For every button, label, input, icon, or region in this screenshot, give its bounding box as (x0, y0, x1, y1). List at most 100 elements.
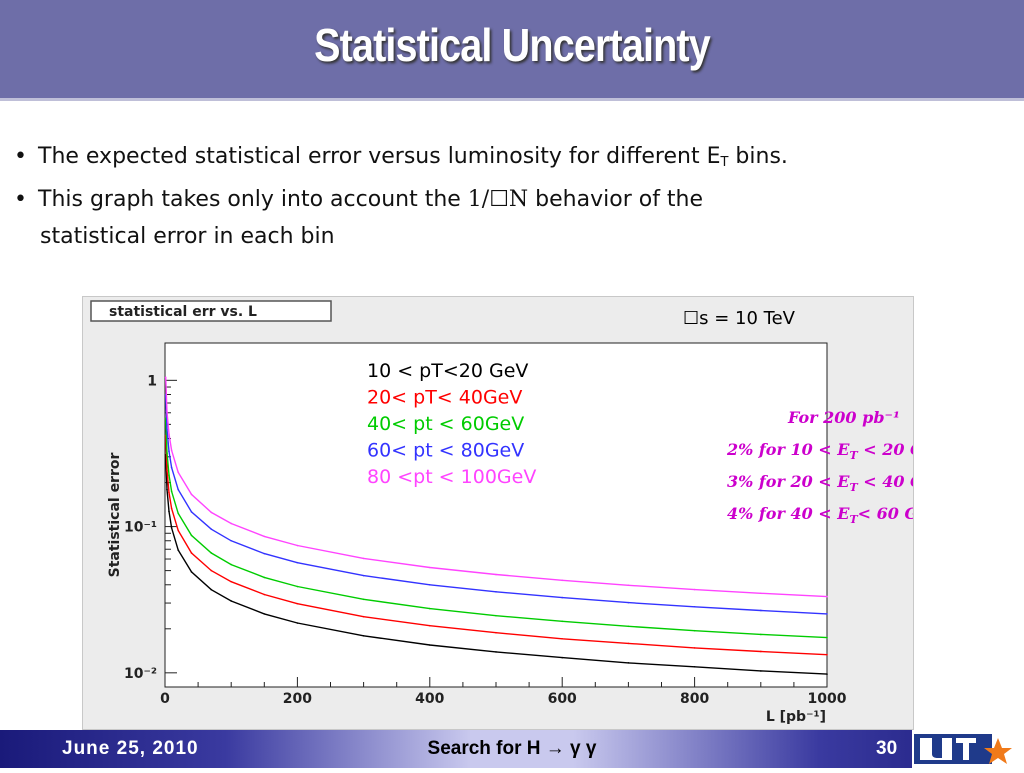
series-point (760, 609, 762, 612)
annotation-line-2-sub: T (849, 449, 858, 462)
series-point (177, 471, 180, 474)
bullet-2-text: This graph takes only into account the (38, 187, 468, 212)
series-point (296, 585, 299, 588)
series-point (429, 566, 431, 569)
series-point (693, 605, 696, 608)
footer-title: Search for H → γ γ (427, 738, 597, 759)
bullet-2-tail: behavior of the (528, 187, 704, 212)
series-point (190, 571, 193, 573)
logo-letter-u (920, 738, 952, 760)
series-point (168, 433, 170, 435)
series-point (693, 629, 696, 632)
annotation-line-4-a: 4% for 40 < E (727, 504, 850, 523)
series-point (627, 625, 630, 628)
series-point (263, 535, 266, 538)
y-tick-label: 10⁻¹ (124, 520, 157, 536)
x-axis-label: L [pb⁻¹] (766, 709, 826, 725)
series-point (362, 557, 365, 560)
series-point (826, 636, 828, 639)
series-point (210, 588, 213, 591)
legend-entry: 20< pT< 40GeV (367, 387, 522, 409)
series-point (495, 631, 497, 634)
x-tick-label: 800 (680, 691, 709, 707)
series-point (760, 650, 762, 653)
series-point (429, 624, 431, 627)
series-point (296, 561, 299, 564)
series-point (561, 579, 563, 582)
energy-label: ☐s = 10 TeV (683, 308, 796, 329)
series-point (429, 607, 431, 610)
series-point (190, 552, 193, 554)
series-point (561, 656, 563, 659)
series-point (210, 569, 213, 572)
series-point (177, 549, 180, 551)
series-line (165, 394, 828, 615)
series-point (429, 644, 431, 646)
series-point (627, 584, 630, 587)
y-tick-label: 1 (147, 373, 157, 389)
bullet-dot: • (14, 144, 27, 169)
series-point (296, 602, 299, 605)
series-line (165, 454, 828, 675)
series-point (230, 580, 232, 583)
series-point (170, 490, 173, 493)
series-point (495, 573, 497, 576)
bullet-1-subscript: T (720, 155, 729, 170)
footer-bar: June 25, 2010 Search for H → γ γ 30 (0, 730, 1024, 768)
chart-svg: statistical err vs. L Statistical error … (90, 300, 913, 725)
bullet-dot: • (14, 187, 27, 212)
y-tick-label: 10⁻² (124, 666, 157, 682)
series-point (826, 673, 828, 675)
series-point (561, 637, 563, 640)
bullet-1-tail: bins. (728, 144, 788, 169)
series-point (362, 635, 365, 637)
series-point (190, 511, 193, 513)
series-point (627, 642, 630, 645)
series-point (166, 428, 168, 431)
series-line (165, 418, 828, 639)
series-point (170, 507, 173, 510)
series-point (263, 576, 266, 579)
series-point (760, 670, 762, 672)
slide-title: Statistical Uncertainty (314, 19, 711, 71)
x-tick-label: 1000 (808, 691, 847, 707)
series-point (170, 449, 173, 452)
bullet-2-continuation: statistical error in each bin (40, 224, 335, 249)
annotation-line-2: 2% for 10 < ET < 20 GeV, (726, 440, 913, 462)
series-point (210, 511, 213, 514)
annotation-line-4: 4% for 40 < ET< 60 GeV. (727, 504, 913, 526)
chart-panel: statistical err vs. L Statistical error … (82, 296, 914, 730)
series-point (230, 539, 232, 542)
series-point (627, 601, 630, 604)
annotation-line-3-sub: T (849, 481, 858, 494)
x-tick-label: 200 (283, 691, 312, 707)
series-point (166, 488, 168, 491)
series-point (693, 588, 696, 591)
series-point (263, 552, 266, 555)
series-point (168, 450, 170, 453)
chart-title: statistical err vs. L (109, 304, 257, 320)
annotation-line-2-b: < 20 GeV, (858, 440, 913, 459)
x-tick-label: 600 (548, 691, 577, 707)
series-line (165, 377, 828, 598)
plot-frame (164, 342, 828, 688)
series-line (165, 435, 828, 656)
series-point (166, 452, 168, 454)
annotation-line-3-a: 3% for 20 < E (727, 472, 850, 491)
footer-date: June 25, 2010 (62, 738, 199, 759)
series-point (168, 474, 170, 476)
legend-entry: 40< pt < 60GeV (367, 413, 524, 435)
axis-ticks: 0 200 400 600 800 1000 1 10⁻¹ 10⁻² (124, 373, 847, 707)
y-axis-label: Statistical error (107, 453, 123, 578)
bullet-list: • The expected statistical error versus l… (14, 138, 994, 255)
series-point (168, 491, 170, 494)
page-number: 30 (876, 738, 898, 759)
series-point (166, 469, 168, 472)
y-axis-label-group: Statistical error (107, 453, 123, 578)
x-tick-label: 0 (160, 691, 170, 707)
series-point (760, 592, 762, 595)
annotation-line-2-a: 2% for 10 < E (726, 440, 850, 459)
university-logo (912, 730, 1024, 768)
series-point (826, 613, 828, 615)
series-point (495, 614, 497, 617)
